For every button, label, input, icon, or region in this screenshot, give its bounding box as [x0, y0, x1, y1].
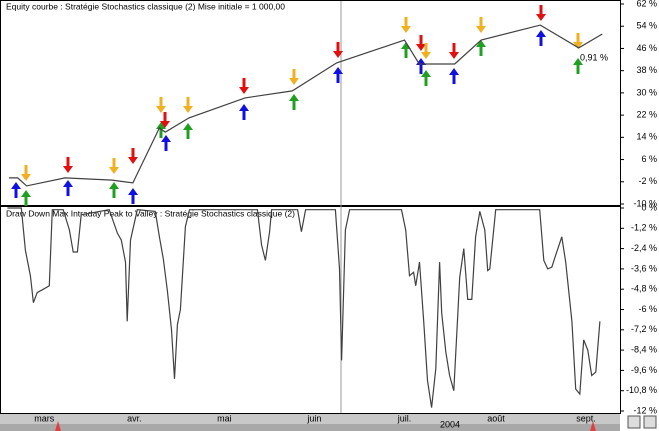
zoom-button[interactable]: [627, 415, 641, 429]
equity-line: [7, 207, 601, 408]
y-tick-label: 54 %: [636, 21, 657, 31]
x-axis-label: 2004: [440, 419, 460, 429]
y-tick-label: 6 %: [641, 154, 657, 164]
scrollbar[interactable]: [0, 424, 620, 431]
y-tick-label: -2,4 %: [631, 243, 657, 253]
y-tick-label: 38 %: [636, 65, 657, 75]
y-tick-label: -3,6 %: [631, 263, 657, 273]
y-tick-label: -1,2 %: [631, 223, 657, 233]
y-tick-label: -6 %: [638, 304, 657, 314]
y-tick-label: -8,4 %: [631, 344, 657, 354]
scroll-marker[interactable]: [55, 421, 61, 431]
equity-line: [8, 24, 603, 187]
x-tick-label: juin: [306, 413, 321, 423]
x-tick-label: juil.: [397, 413, 412, 423]
y-tick-label: -12 %: [633, 405, 657, 415]
y-tick-label: 22 %: [636, 109, 657, 119]
y-tick-label: 46 %: [636, 43, 657, 53]
bottom-panel: [0, 206, 621, 414]
y-tick-label: -9,6 %: [631, 365, 657, 375]
y-tick-label: 30 %: [636, 87, 657, 97]
x-tick-label: mars: [34, 413, 54, 423]
panel-title: Equity courbe : Stratégie Stochastics cl…: [6, 1, 285, 11]
y-tick-label: -2 %: [638, 176, 657, 186]
annotation: 0,91 %: [580, 52, 608, 62]
x-tick-label: août: [487, 413, 505, 423]
y-tick-label: -10,8 %: [626, 385, 657, 395]
panel-title: Draw Down Max Intraday Peak to Valley : …: [6, 208, 295, 218]
y-tick-label: -10 %: [633, 198, 657, 208]
zoom-button[interactable]: [643, 415, 657, 429]
y-tick-label: -7,2 %: [631, 324, 657, 334]
top-panel: [0, 0, 621, 206]
x-tick-label: mai: [217, 413, 232, 423]
y-tick-label: 62 %: [636, 0, 657, 8]
y-tick-label: -4,8 %: [631, 284, 657, 294]
scroll-marker[interactable]: [590, 421, 596, 431]
x-tick-label: sept.: [576, 413, 596, 423]
x-tick-label: avr.: [127, 413, 142, 423]
y-tick-label: 0 %: [641, 202, 657, 212]
y-tick-label: 14 %: [636, 132, 657, 142]
